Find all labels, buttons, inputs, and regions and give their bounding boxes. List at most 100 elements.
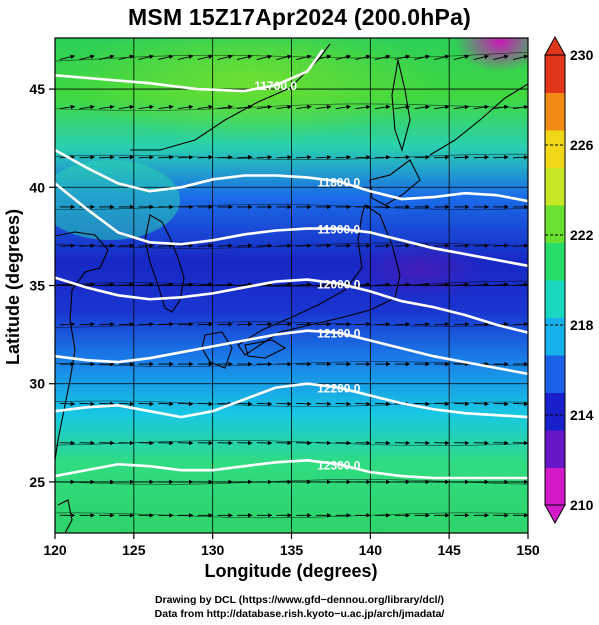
contour-line	[55, 148, 528, 203]
wind-arrow	[414, 54, 430, 61]
wind-arrow	[414, 155, 430, 160]
wind-arrow	[453, 401, 470, 407]
x-axis: 120 125 130 135 140 145 150	[43, 533, 540, 558]
x-tick-label: 125	[122, 542, 146, 558]
wind-arrow	[473, 321, 490, 327]
wind-arrow	[177, 321, 194, 327]
wind-arrow	[177, 155, 194, 160]
wind-arrow	[453, 282, 470, 287]
wind-arrow	[79, 155, 95, 160]
wind-arrow	[217, 54, 233, 61]
wind-arrow	[355, 401, 371, 407]
wind-arrow	[197, 321, 214, 327]
colorbar-max-arrow	[544, 35, 566, 56]
wind-arrow	[296, 54, 312, 61]
wind-arrow	[177, 401, 194, 407]
y-tick-label: 25	[29, 474, 45, 490]
wind-arrow	[512, 401, 528, 407]
wind-arrow	[118, 243, 135, 248]
wind-arrow	[296, 155, 312, 160]
streamline	[55, 204, 528, 210]
streamline	[55, 479, 528, 485]
wind-arrow	[375, 401, 391, 407]
wind-arrow	[79, 104, 95, 110]
x-tick-label: 140	[359, 542, 383, 558]
colorbar-segment	[545, 167, 565, 206]
wind-arrow	[355, 104, 371, 110]
wind-arrow	[138, 401, 155, 407]
colorbar-segment	[545, 392, 565, 431]
wind-arrow	[473, 54, 490, 61]
streamline	[55, 361, 528, 367]
colorbar-min-arrow	[544, 504, 566, 525]
wind-arrow	[394, 104, 411, 110]
wind-arrow	[138, 155, 155, 160]
wind-arrow	[434, 104, 450, 110]
colorbar-segment	[545, 280, 565, 318]
contour-line	[55, 329, 528, 376]
wind-arrow	[453, 104, 470, 110]
height-contours: 11700.0 11800.0 11900.0 12000.0 12100.0 12200…	[55, 49, 528, 480]
wind-arrow	[256, 104, 273, 110]
wind-arrow	[237, 401, 253, 407]
coastline-sakhalin	[391, 59, 411, 152]
wind-arrow	[59, 321, 76, 327]
colorbar-segment	[545, 242, 565, 281]
wind-arrow	[138, 104, 155, 110]
wind-arrow	[237, 321, 253, 327]
wind-arrow	[414, 104, 430, 110]
wind-arrow	[158, 282, 174, 287]
wind-arrow	[197, 104, 214, 110]
contour-label: 12200.0	[317, 382, 361, 396]
y-axis: 25 30 35 40 45	[29, 81, 55, 490]
wind-arrow	[296, 104, 312, 110]
colorbar-segment	[545, 355, 565, 393]
x-tick-label: 135	[280, 542, 304, 558]
streamline	[55, 280, 528, 288]
wind-arrow	[296, 321, 312, 327]
wind-arrow	[394, 243, 411, 248]
wind-arrow	[375, 155, 391, 160]
colorbar-tick-label: 222	[570, 227, 594, 243]
y-tick-label: 30	[29, 376, 45, 392]
colorbar-segment	[545, 467, 565, 506]
wind-arrow	[276, 155, 292, 160]
wind-arrow	[118, 321, 135, 327]
wind-arrow	[256, 321, 273, 327]
wind-arrow	[158, 155, 174, 160]
wind-arrow	[197, 243, 214, 248]
wind-arrow	[375, 282, 391, 287]
colorbar-segment	[545, 130, 565, 168]
wind-arrow	[177, 104, 194, 110]
contour-line	[55, 49, 325, 93]
wind-arrow	[59, 104, 76, 110]
wind-arrow	[473, 155, 490, 160]
wind-arrow	[374, 104, 391, 110]
wind-arrow	[296, 401, 312, 407]
wind-arrow	[59, 243, 76, 248]
wind-arrow	[315, 321, 332, 327]
wind-arrow	[335, 155, 352, 160]
contour-label: 12000.0	[317, 278, 361, 292]
wind-arrow	[276, 282, 292, 287]
wind-arrow	[453, 243, 470, 248]
wind-arrow	[276, 401, 292, 407]
wind-arrow	[453, 54, 470, 61]
wind-arrow	[296, 243, 312, 248]
colorbar-tick-label: 230	[570, 47, 594, 63]
wind-arrow	[236, 54, 253, 61]
wind-arrow	[473, 243, 490, 248]
wind-arrow	[197, 54, 214, 61]
wind-arrow	[315, 401, 332, 407]
coastline-honshu	[237, 204, 401, 356]
credit-drawing: Drawing by DCL (https://www.gfd−dennou.o…	[154, 594, 445, 606]
streamline	[55, 103, 528, 111]
wind-arrow	[237, 155, 253, 160]
wind-arrow	[158, 321, 174, 327]
wind-arrow	[276, 104, 292, 110]
wind-arrow	[375, 321, 391, 327]
wind-arrow	[453, 155, 470, 160]
y-tick-label: 45	[29, 81, 45, 97]
wind-arrow	[138, 282, 155, 287]
